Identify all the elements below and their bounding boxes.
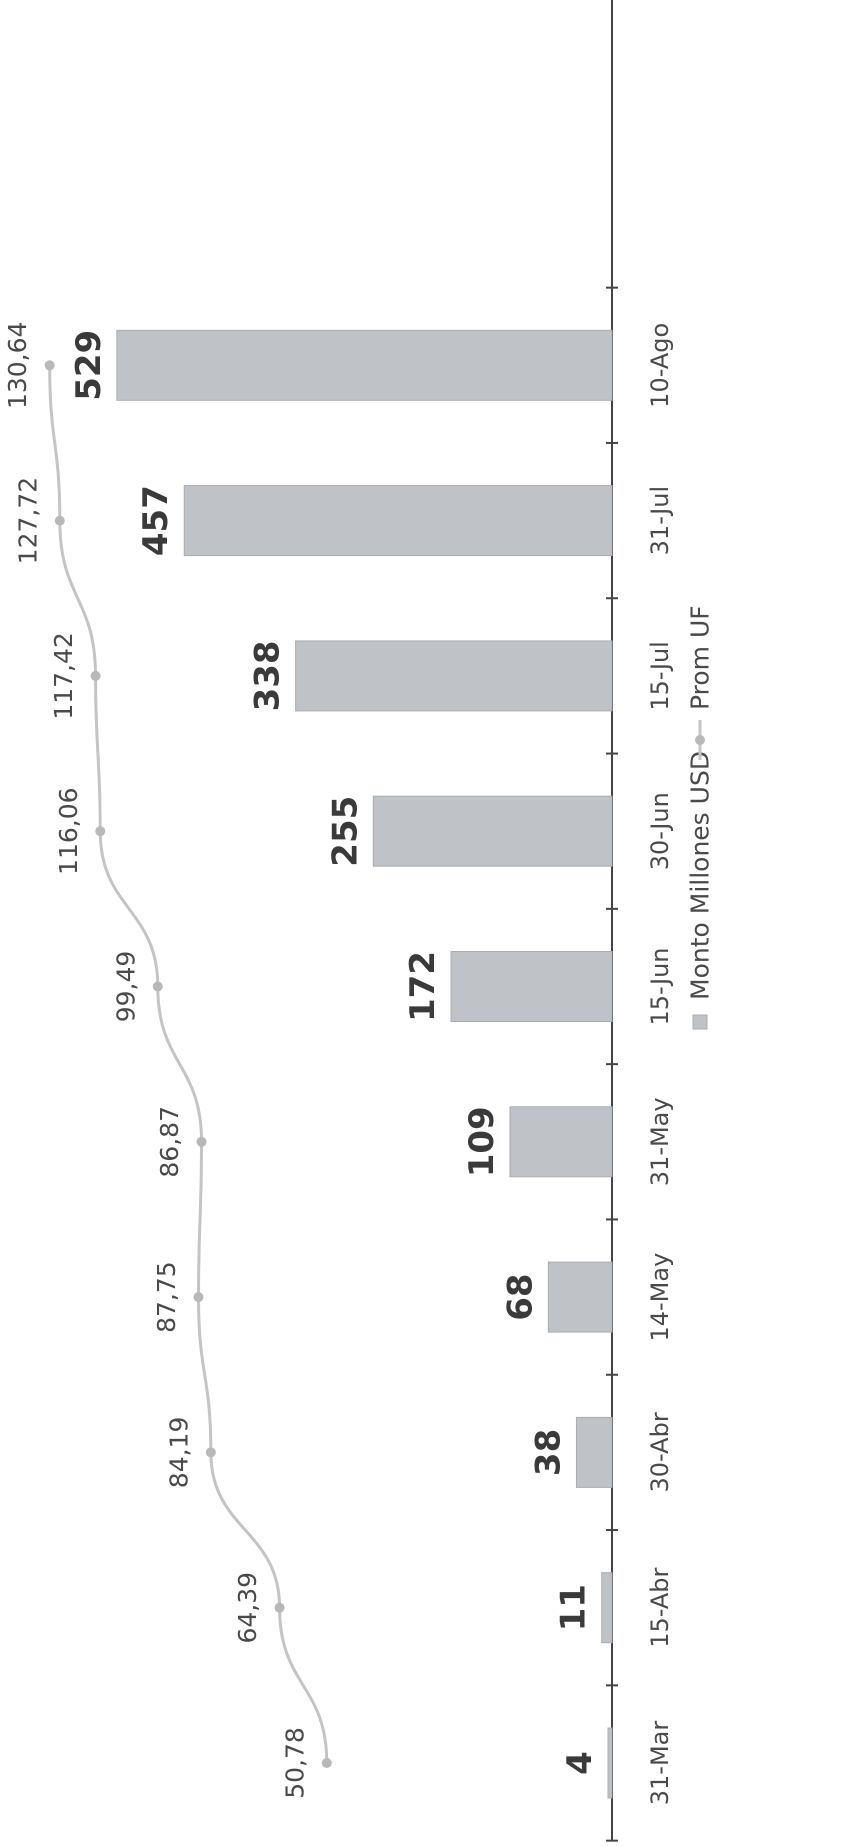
bar-value-label: 172 bbox=[403, 951, 443, 1022]
category-label: 31-Jul bbox=[646, 486, 674, 556]
line-point bbox=[193, 1292, 204, 1303]
bar bbox=[183, 485, 613, 557]
bar bbox=[116, 329, 613, 401]
legend-bar-swatch bbox=[692, 1014, 708, 1030]
bar-value-label: 109 bbox=[462, 1106, 502, 1177]
category-label: 31-Mar bbox=[646, 1721, 674, 1806]
line-point bbox=[54, 515, 65, 526]
bar-value-label: 11 bbox=[554, 1584, 594, 1631]
bar-value-label: 338 bbox=[248, 640, 288, 711]
line-point bbox=[90, 670, 101, 681]
axis-ticks bbox=[606, 286, 618, 1842]
bar bbox=[295, 640, 613, 712]
category-label: 15-Jun bbox=[646, 947, 674, 1025]
category-labels: 31-Mar 15-Abr 30-Abr 14-May 31-May 15-Jun 30-J… bbox=[646, 323, 674, 1805]
bar bbox=[575, 1416, 613, 1488]
legend-line-marker bbox=[695, 735, 705, 745]
category-label: 15-Jul bbox=[646, 641, 674, 711]
category-label: 10-Ago bbox=[646, 323, 674, 408]
bar-value-label: 529 bbox=[69, 330, 109, 401]
bar bbox=[607, 1727, 613, 1799]
line-value-label: 64,39 bbox=[233, 1572, 262, 1644]
legend-bar-label: Monto Millones USD bbox=[686, 751, 715, 1000]
line-point bbox=[95, 826, 106, 837]
line-value-label: 127,72 bbox=[13, 477, 42, 564]
bars bbox=[116, 329, 613, 1799]
line-point bbox=[321, 1758, 332, 1768]
line-point bbox=[274, 1602, 285, 1613]
bar bbox=[372, 795, 613, 867]
bar-value-label: 457 bbox=[136, 485, 176, 556]
line-value-label: 130,64 bbox=[3, 322, 32, 409]
line-value-label: 87,75 bbox=[152, 1261, 181, 1333]
line-value-label: 116,06 bbox=[54, 787, 83, 874]
bar-value-label: 38 bbox=[528, 1429, 568, 1476]
category-label: 30-Abr bbox=[646, 1412, 674, 1492]
bar bbox=[450, 951, 613, 1022]
category-label: 30-Jun bbox=[646, 792, 674, 870]
prom-uf-labels: 50,78 64,39 84,19 87,75 86,87 99,49 116,06 117,… bbox=[3, 322, 309, 1799]
bar bbox=[601, 1572, 613, 1644]
line-point bbox=[152, 981, 163, 992]
line-value-label: 99,49 bbox=[111, 951, 140, 1023]
category-label: 31-May bbox=[646, 1097, 674, 1186]
legend-line-label: Prom UF bbox=[686, 605, 715, 710]
line-point bbox=[205, 1447, 216, 1458]
line-value-label: 86,87 bbox=[155, 1106, 184, 1178]
bar bbox=[547, 1261, 613, 1333]
bar-value-labels: 4 11 38 68 109 172 255 338 457 529 bbox=[69, 330, 600, 1775]
bar-value-label: 68 bbox=[500, 1273, 540, 1320]
prom-uf-line bbox=[48, 365, 329, 1764]
line-value-label: 84,19 bbox=[164, 1417, 193, 1489]
bar-value-label: 4 bbox=[560, 1751, 600, 1775]
line-value-label: 117,42 bbox=[49, 632, 78, 719]
category-label: 15-Abr bbox=[646, 1567, 674, 1647]
prom-uf-points bbox=[44, 360, 332, 1768]
bar-value-label: 255 bbox=[325, 796, 365, 867]
line-point bbox=[44, 360, 55, 371]
legend: Monto Millones USD Prom UF bbox=[686, 605, 715, 1030]
bar bbox=[509, 1106, 613, 1178]
line-value-label: 50,78 bbox=[280, 1727, 309, 1799]
category-label: 14-May bbox=[646, 1253, 674, 1342]
line-point bbox=[196, 1136, 207, 1147]
